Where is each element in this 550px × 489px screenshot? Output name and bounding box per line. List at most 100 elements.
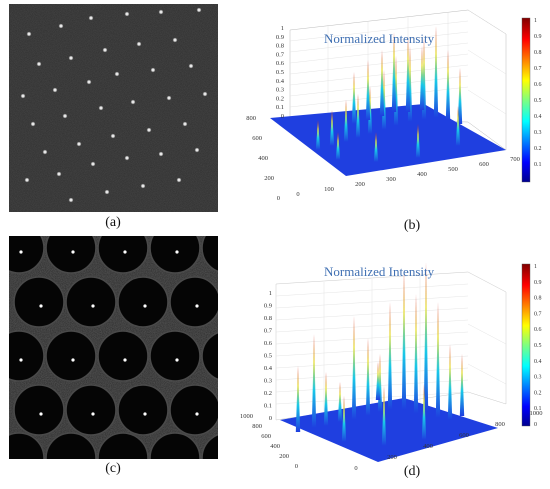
bright-spot [20,93,26,99]
intensity-peak [355,94,361,138]
cell-spot [143,412,147,416]
plot-b-y-tick: 0 [277,195,280,202]
cell-spot [175,358,179,362]
plot-b-title: Normalized Intensity [324,31,435,46]
intensity-peak [337,382,343,422]
plot-d-3d-surface: Normalized Intensity 0 0.1 0.2 0.3 0.4 0.5 0.6… [228,244,550,484]
intensity-peak [375,362,381,400]
plot-d-colorbar-tick: 0.6 [534,327,542,333]
plot-b-x-tick: 600 [479,161,489,168]
bright-spot [36,61,42,67]
bright-spot [110,133,116,139]
cell-spot [91,304,95,308]
plot-b-z-tick: 0.4 [276,78,285,85]
plot-d-y-tick: 200 [279,453,289,460]
intensity-peak [447,344,453,420]
plot-d-y-tick: 800 [252,423,262,430]
intensity-peak [365,338,371,416]
intensity-peak [415,124,421,158]
plot-b-colorbar [521,17,531,183]
intensity-peak [365,60,371,120]
plot-d-colorbar-tick: 0.1 [534,406,542,412]
intensity-peak [457,68,463,124]
cell-circle [65,276,117,328]
plot-b-x-tick: 700 [510,156,520,163]
cell-spot [195,412,199,416]
plot-d-title: Normalized Intensity [324,264,435,279]
intensity-peak [311,334,317,428]
plot-b-x-tick: 0 [296,191,299,198]
plot-b-z-tick: 0.6 [276,60,285,67]
cell-spot [71,250,75,254]
cell-spot [123,250,127,254]
bright-spot [182,121,188,127]
bright-spot [52,87,58,93]
cell-spot [71,358,75,362]
bright-spot [140,183,146,189]
plot-b-colorbar-tick: 0.5 [534,98,542,104]
cell-circle [13,384,65,436]
intensity-peak [343,100,349,142]
plot-b-y-tick: 800 [246,115,256,122]
bright-spot [124,11,130,17]
cell-spot [19,358,23,362]
plot-d-colorbar-tick: 0.3 [534,375,542,381]
cell-circle [65,384,117,436]
cell-circle [149,330,201,382]
intensity-peak [433,26,439,118]
plot-b-3d-surface: Normalized Intensity 0 0.1 0.2 0.3 0.4 0.5 0.6… [228,0,550,233]
plot-b-z-tick: 0.2 [276,95,284,102]
cell-spot [143,304,147,308]
plot-b-y-tick: 600 [252,135,262,142]
plot-d-y-tick: 400 [270,443,280,450]
intensity-peak [335,132,341,160]
cell-circle [97,330,149,382]
intensity-peak [323,372,329,426]
plot-b-x-tick: 100 [324,186,334,193]
plot-b-z-tick: 0.3 [276,87,284,94]
bright-spot [24,177,30,183]
image-a-microscope-spots [9,4,218,212]
plot-b-colorbar-tick: 0.1 [534,162,542,168]
intensity-peak [387,302,393,410]
cell-circle [169,384,221,436]
plot-d-colorbar-tick: 0.5 [534,343,542,349]
cell-circle [117,276,169,328]
plot-b-z-tick: 0.8 [276,43,284,50]
bright-spot [26,31,32,37]
plot-b-x-tick: 500 [448,166,458,173]
bright-spot [196,7,202,13]
intensity-peak [455,106,461,146]
bright-spot [58,23,64,29]
bright-spot [102,47,108,53]
plot-b-y-tick: 200 [264,175,274,182]
bright-spot [176,177,182,183]
image-a-svg [9,4,218,212]
bright-spot [88,15,94,21]
plot-d-x-tick: 0 [354,465,357,472]
cell-spot [91,412,95,416]
intensity-peak [379,50,385,116]
intensity-peak [351,316,357,420]
plot-d-colorbar-tick: 0.9 [534,280,542,286]
plot-b-z-tick: 0.9 [276,34,284,41]
cell-spot [19,250,23,254]
plot-d-x-tick: 400 [423,443,433,450]
plot-d-y-tick: 600 [261,433,271,440]
intensity-peak [315,120,321,150]
intensity-peak [341,396,347,442]
intensity-peak [413,294,419,414]
bright-spot [146,127,152,133]
bright-spot [158,151,164,157]
intensity-peak [401,270,407,410]
bright-spot [30,121,36,127]
intensity-peak [459,354,465,416]
plot-d-x-tick: 1000 [530,410,543,417]
plot-d-colorbar [521,263,531,427]
bright-spot [172,37,178,43]
intensity-peak [373,132,379,162]
cell-spot [39,412,43,416]
plot-b-z-tick: 0.5 [276,69,284,76]
plot-d-colorbar-tick: 0.2 [534,390,542,396]
plot-d-z-tick: 0.5 [264,353,272,360]
